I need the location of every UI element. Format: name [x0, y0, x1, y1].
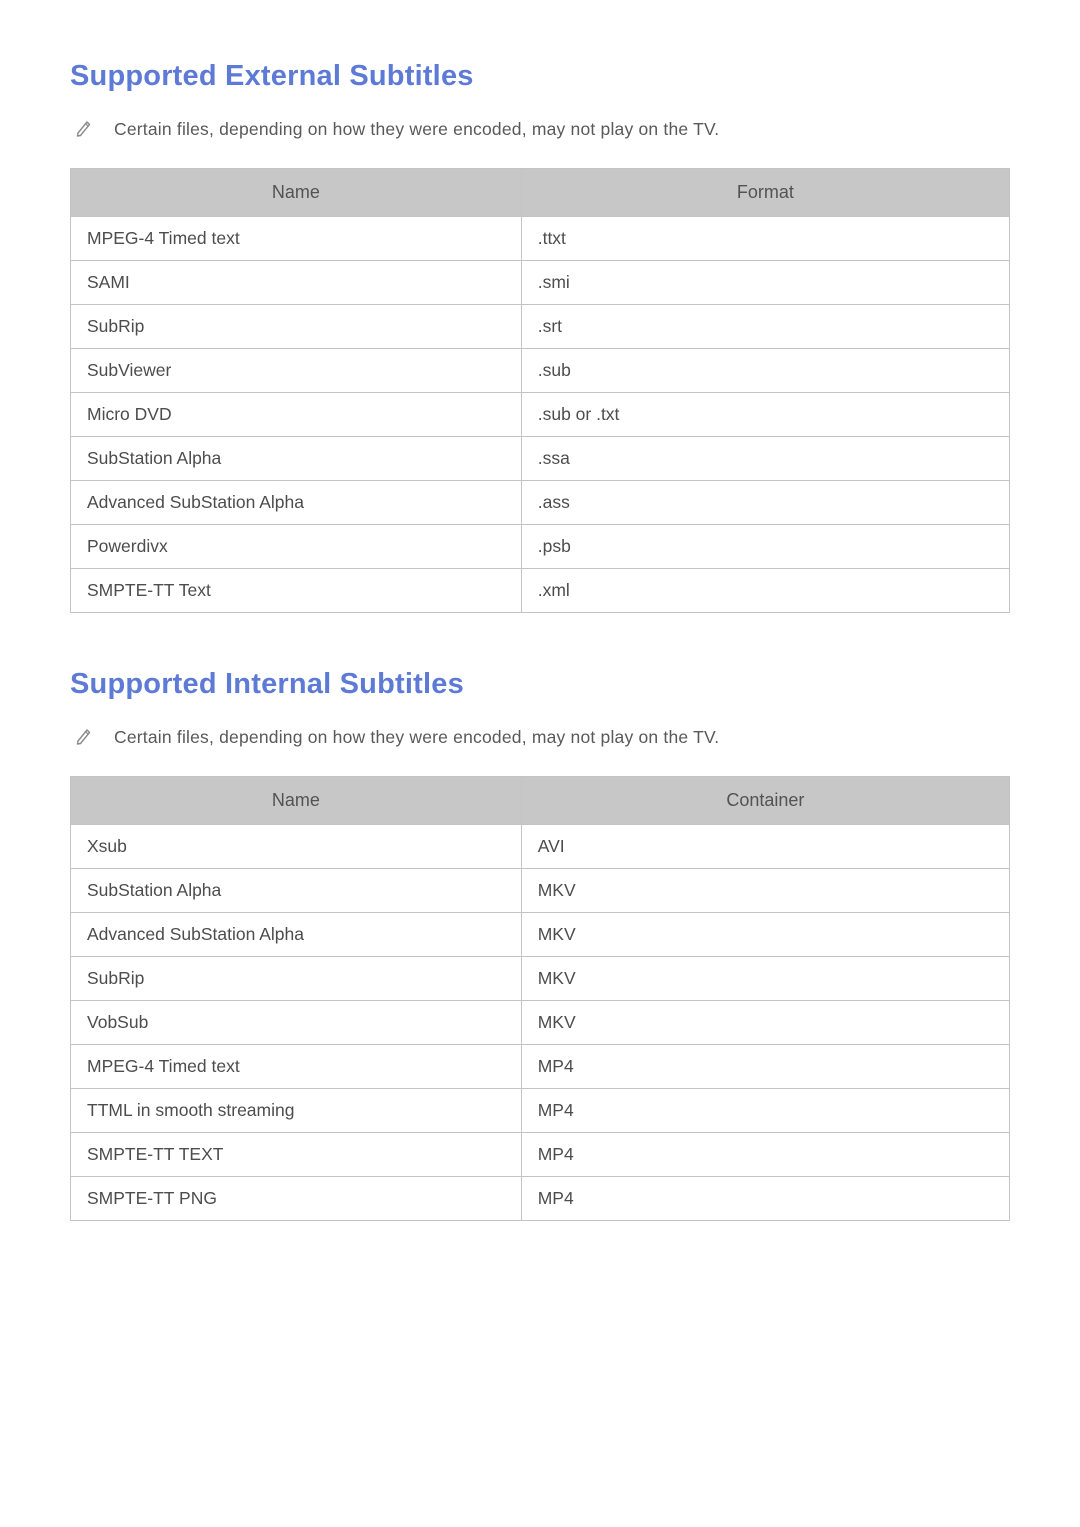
cell-name: MPEG-4 Timed text	[71, 1045, 522, 1089]
cell-value: MKV	[521, 1001, 1009, 1045]
section-external: Supported External Subtitles Certain fil…	[70, 60, 1010, 613]
cell-name: TTML in smooth streaming	[71, 1089, 522, 1133]
column-header-name: Name	[71, 169, 522, 217]
pencil-icon	[76, 728, 92, 746]
pencil-icon	[76, 120, 92, 138]
table-row: SubStation Alpha.ssa	[71, 437, 1010, 481]
note-text: Certain files, depending on how they wer…	[114, 119, 719, 140]
internal-subtitles-table: Name Container XsubAVISubStation AlphaMK…	[70, 776, 1010, 1221]
table-row: SubStation AlphaMKV	[71, 869, 1010, 913]
cell-value: .srt	[521, 305, 1009, 349]
cell-name: Powerdivx	[71, 525, 522, 569]
table-row: SubViewer.sub	[71, 349, 1010, 393]
cell-value: .ttxt	[521, 217, 1009, 261]
external-subtitles-table: Name Format MPEG-4 Timed text.ttxtSAMI.s…	[70, 168, 1010, 613]
table-row: TTML in smooth streamingMP4	[71, 1089, 1010, 1133]
cell-name: SMPTE-TT PNG	[71, 1177, 522, 1221]
cell-value: .ssa	[521, 437, 1009, 481]
table-row: VobSubMKV	[71, 1001, 1010, 1045]
column-header-container: Container	[521, 777, 1009, 825]
cell-value: .xml	[521, 569, 1009, 613]
cell-value: .sub	[521, 349, 1009, 393]
cell-value: MKV	[521, 913, 1009, 957]
section-title: Supported Internal Subtitles	[70, 668, 1010, 701]
cell-name: SAMI	[71, 261, 522, 305]
cell-value: MKV	[521, 957, 1009, 1001]
cell-name: SMPTE-TT Text	[71, 569, 522, 613]
cell-name: SubStation Alpha	[71, 437, 522, 481]
cell-name: Advanced SubStation Alpha	[71, 481, 522, 525]
cell-value: MKV	[521, 869, 1009, 913]
cell-value: .smi	[521, 261, 1009, 305]
section-internal: Supported Internal Subtitles Certain fil…	[70, 668, 1010, 1221]
cell-value: MP4	[521, 1177, 1009, 1221]
cell-name: SubRip	[71, 305, 522, 349]
table-row: SMPTE-TT Text.xml	[71, 569, 1010, 613]
cell-name: SMPTE-TT TEXT	[71, 1133, 522, 1177]
cell-value: MP4	[521, 1089, 1009, 1133]
cell-name: Micro DVD	[71, 393, 522, 437]
cell-value: MP4	[521, 1045, 1009, 1089]
cell-name: MPEG-4 Timed text	[71, 217, 522, 261]
cell-value: .ass	[521, 481, 1009, 525]
table-body: XsubAVISubStation AlphaMKVAdvanced SubSt…	[71, 825, 1010, 1221]
table-header-row: Name Format	[71, 169, 1010, 217]
cell-name: Advanced SubStation Alpha	[71, 913, 522, 957]
table-row: SMPTE-TT TEXTMP4	[71, 1133, 1010, 1177]
table-row: Powerdivx.psb	[71, 525, 1010, 569]
table-row: SMPTE-TT PNGMP4	[71, 1177, 1010, 1221]
table-row: MPEG-4 Timed text.ttxt	[71, 217, 1010, 261]
column-header-format: Format	[521, 169, 1009, 217]
cell-value: MP4	[521, 1133, 1009, 1177]
table-row: Advanced SubStation AlphaMKV	[71, 913, 1010, 957]
table-body: MPEG-4 Timed text.ttxtSAMI.smiSubRip.srt…	[71, 217, 1010, 613]
cell-name: VobSub	[71, 1001, 522, 1045]
table-row: Advanced SubStation Alpha.ass	[71, 481, 1010, 525]
cell-value: .psb	[521, 525, 1009, 569]
note-text: Certain files, depending on how they wer…	[114, 727, 719, 748]
table-row: SubRipMKV	[71, 957, 1010, 1001]
cell-name: SubRip	[71, 957, 522, 1001]
column-header-name: Name	[71, 777, 522, 825]
cell-value: AVI	[521, 825, 1009, 869]
table-row: SAMI.smi	[71, 261, 1010, 305]
table-header-row: Name Container	[71, 777, 1010, 825]
cell-name: SubStation Alpha	[71, 869, 522, 913]
note-row: Certain files, depending on how they wer…	[70, 119, 1010, 140]
cell-name: SubViewer	[71, 349, 522, 393]
note-row: Certain files, depending on how they wer…	[70, 727, 1010, 748]
table-row: XsubAVI	[71, 825, 1010, 869]
table-row: MPEG-4 Timed textMP4	[71, 1045, 1010, 1089]
cell-name: Xsub	[71, 825, 522, 869]
table-row: Micro DVD.sub or .txt	[71, 393, 1010, 437]
table-row: SubRip.srt	[71, 305, 1010, 349]
section-title: Supported External Subtitles	[70, 60, 1010, 93]
cell-value: .sub or .txt	[521, 393, 1009, 437]
